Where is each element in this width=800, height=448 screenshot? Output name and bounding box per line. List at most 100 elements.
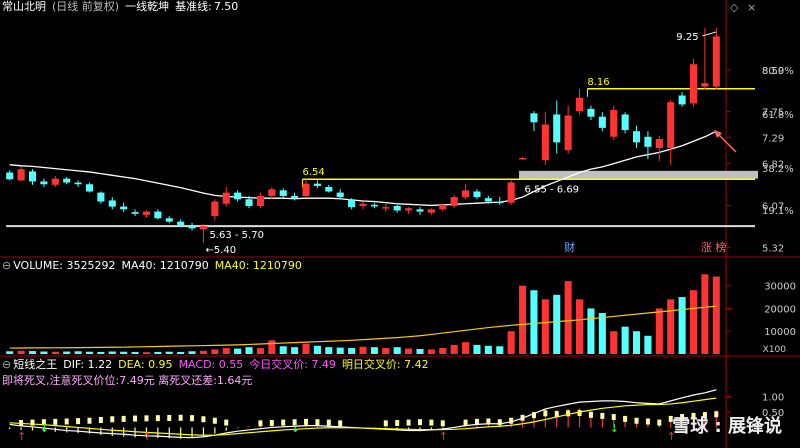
signal-block [577,409,582,416]
candle-body [28,171,37,182]
candle-body [712,36,720,87]
price-header: 常山北明 (日线 前复权) 一线乾坤 基准线: 7.50 [2,0,244,14]
candle-body [302,183,310,196]
candle-body [291,195,299,199]
close-icon[interactable]: × [747,1,757,14]
macd-value: MACD: 0.55 [178,358,244,371]
pct-tick-label: 61.8% [762,110,794,121]
signal-block [497,419,502,426]
volume-bar [120,351,128,354]
candle-body [17,169,25,181]
macd-tick-label: 1.00 [762,393,784,404]
volume-bar [234,348,242,354]
low-label: ←5.40 [205,245,236,256]
signal-block [76,418,81,425]
high-label: 9.25 [676,32,698,43]
signal-block [611,414,616,421]
panel-toggle-icon[interactable]: ⊖ [2,358,12,371]
signal-arrow-icon: ↓ [40,422,49,435]
signal-block [133,415,138,422]
volume-bar [279,346,287,354]
candle-body [678,95,686,105]
volume-bar [74,351,82,354]
volume-bar [211,349,219,354]
panel-toggle-icon[interactable]: ⊖ [2,259,12,272]
signal-block [41,419,46,426]
volume-bar [678,297,686,354]
watermark: 雪球 : 展锋说 [672,416,782,437]
candle-body [108,200,116,207]
volume-bar [553,294,561,354]
candle-body [165,218,173,222]
volume-bar [97,351,105,354]
volume-bar [507,331,515,354]
pct-tick-label: 80.9% [762,66,794,77]
candle-body [416,209,424,212]
candle-body [63,178,71,183]
candle-body [519,158,527,160]
volume-bar [188,351,196,354]
volume-bar [131,351,139,354]
candle-body [211,201,219,217]
candle-body [154,211,162,219]
signal-block [258,420,263,427]
candle-body [564,115,572,151]
candle-body [405,208,413,211]
volume-bar [712,276,720,354]
volume-bar [610,331,618,354]
candle-body [336,192,344,198]
volume-tick-label: 30000 [764,282,796,293]
volume-value: VOLUME: 3525292 [13,259,116,272]
candle-body [598,116,606,128]
macd-header: ⊖ 短线之王 DIF: 1.22 DEA: 0.95 MACD: 0.55 今日交叉价: … [2,358,435,372]
volume-bar [621,326,629,354]
signal-block [338,420,343,427]
volume-bar [142,352,150,354]
candle-body [484,198,492,202]
period-label: (日线 前复权) [52,0,120,13]
signal-block [657,419,662,426]
volume-bar [199,350,207,354]
signal-block [292,419,297,426]
volume-bar [28,351,37,354]
volume-bar [587,308,595,354]
signal-block [463,419,468,426]
pct-tick-label: 19.1% [762,206,794,217]
level-label: 8.16 [587,77,609,88]
candle-body [632,131,641,143]
macd-tick-label: 0.50 [762,408,784,419]
volume-bar [256,348,264,354]
volume-bar [644,335,652,354]
volume-bar [17,350,25,354]
signal-block [474,418,479,425]
candle-body [689,64,698,104]
candle-body [234,192,242,200]
volume-bar [154,351,162,354]
stock-name[interactable]: 常山北明 [2,0,46,13]
candle-body [462,190,470,198]
signal-block [406,419,411,426]
signal-block [269,419,274,426]
dif-value: DIF: 1.22 [63,358,113,371]
signal-block [645,418,650,425]
price-tick-label: 7.29 [762,133,784,144]
gear-icon[interactable]: ◇ [730,1,739,14]
volume-bar [405,348,413,354]
volume-bar [496,346,504,354]
signal-block [281,419,286,426]
volume-bar [632,331,641,354]
price-tick-label: 7.75 [762,108,784,119]
candle-body [370,204,378,207]
volume-bar [177,351,185,354]
volume-bar [473,344,481,354]
signal-block [212,417,217,424]
signal-block [554,411,559,418]
high-pointer [702,31,717,37]
volume-bar [701,274,709,354]
volume-bar [576,299,584,354]
signal-block [64,418,69,425]
candle-body [348,199,356,208]
candle-body [188,224,196,229]
candle-body [97,192,105,202]
